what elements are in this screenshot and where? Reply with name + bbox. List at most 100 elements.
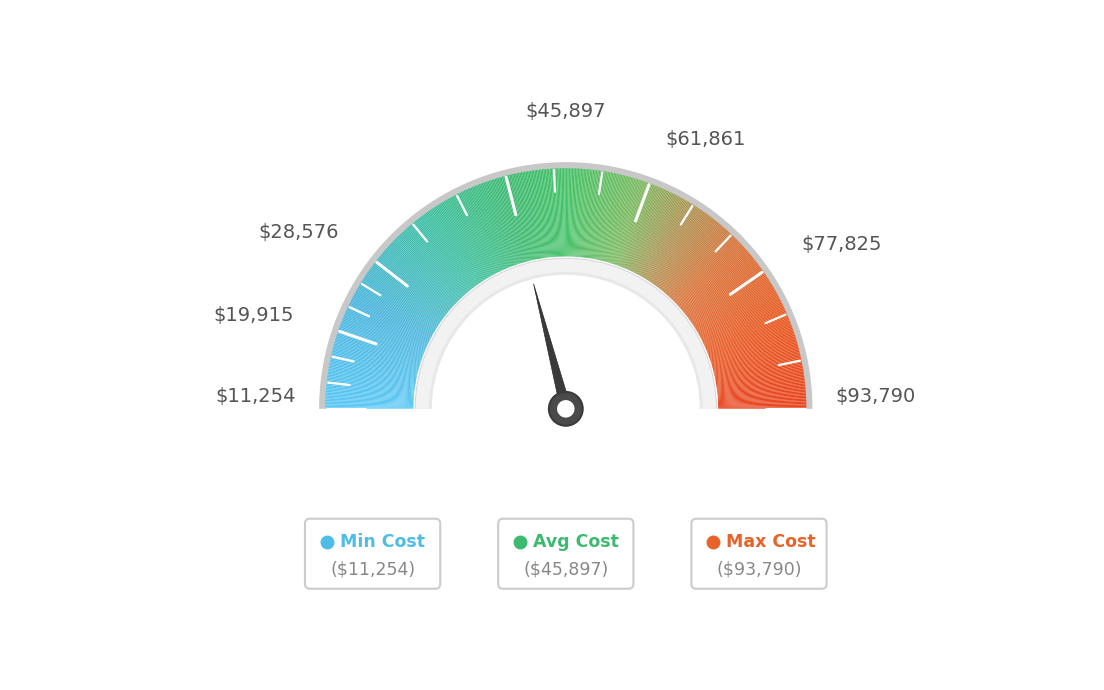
Wedge shape — [692, 281, 772, 331]
Wedge shape — [384, 249, 454, 310]
Wedge shape — [329, 361, 420, 380]
Wedge shape — [328, 364, 418, 382]
Wedge shape — [416, 218, 474, 291]
Wedge shape — [560, 168, 563, 259]
Wedge shape — [576, 168, 584, 259]
Wedge shape — [713, 364, 804, 382]
Wedge shape — [584, 169, 597, 260]
Wedge shape — [620, 184, 655, 270]
Wedge shape — [696, 288, 776, 335]
Wedge shape — [365, 273, 442, 326]
Wedge shape — [349, 302, 432, 344]
Wedge shape — [511, 173, 533, 263]
Wedge shape — [676, 245, 744, 308]
Wedge shape — [697, 290, 777, 336]
Wedge shape — [620, 184, 656, 270]
Wedge shape — [648, 208, 700, 284]
Wedge shape — [712, 357, 803, 378]
Wedge shape — [709, 339, 797, 366]
Wedge shape — [715, 392, 807, 400]
Wedge shape — [396, 236, 461, 302]
Wedge shape — [664, 226, 724, 296]
Wedge shape — [613, 179, 644, 267]
Wedge shape — [364, 275, 442, 326]
Wedge shape — [714, 380, 806, 392]
Wedge shape — [715, 406, 807, 408]
Wedge shape — [492, 178, 521, 266]
Wedge shape — [502, 175, 528, 264]
Wedge shape — [555, 168, 560, 259]
Wedge shape — [688, 269, 764, 323]
Wedge shape — [715, 403, 807, 406]
Wedge shape — [470, 186, 507, 271]
Polygon shape — [533, 284, 571, 410]
Wedge shape — [577, 168, 585, 259]
Wedge shape — [574, 168, 581, 259]
Wedge shape — [333, 343, 422, 369]
Wedge shape — [714, 379, 806, 391]
Wedge shape — [701, 306, 785, 346]
Wedge shape — [604, 175, 629, 264]
Wedge shape — [449, 197, 495, 277]
Wedge shape — [432, 208, 484, 284]
Wedge shape — [666, 230, 729, 298]
Wedge shape — [346, 307, 429, 347]
Wedge shape — [582, 168, 593, 260]
Wedge shape — [591, 170, 606, 262]
Wedge shape — [630, 191, 671, 274]
Wedge shape — [371, 266, 445, 321]
Wedge shape — [586, 170, 601, 261]
Wedge shape — [501, 176, 527, 264]
Wedge shape — [703, 311, 787, 349]
Wedge shape — [463, 190, 503, 273]
Wedge shape — [714, 374, 805, 388]
Wedge shape — [658, 218, 715, 291]
Wedge shape — [513, 172, 534, 263]
Wedge shape — [626, 188, 665, 272]
Wedge shape — [667, 230, 730, 299]
Wedge shape — [433, 206, 484, 284]
Wedge shape — [666, 228, 728, 298]
Wedge shape — [615, 181, 646, 268]
Wedge shape — [712, 361, 803, 380]
Wedge shape — [649, 208, 701, 285]
Wedge shape — [694, 284, 774, 333]
Wedge shape — [436, 204, 487, 282]
Wedge shape — [440, 201, 489, 281]
Wedge shape — [358, 284, 437, 333]
Wedge shape — [325, 394, 416, 400]
Wedge shape — [714, 375, 805, 389]
Wedge shape — [633, 193, 675, 275]
Wedge shape — [675, 242, 742, 306]
Text: Max Cost: Max Cost — [726, 533, 816, 551]
Wedge shape — [350, 299, 433, 342]
Wedge shape — [369, 268, 444, 322]
Wedge shape — [402, 230, 465, 299]
Wedge shape — [561, 168, 564, 259]
Text: ($45,897): ($45,897) — [523, 560, 608, 578]
Wedge shape — [696, 287, 775, 334]
Wedge shape — [507, 174, 530, 264]
Wedge shape — [625, 186, 661, 271]
Wedge shape — [405, 228, 467, 297]
Wedge shape — [331, 351, 421, 373]
Wedge shape — [708, 331, 795, 362]
Wedge shape — [715, 407, 807, 408]
Wedge shape — [349, 301, 432, 342]
Wedge shape — [673, 240, 740, 305]
Wedge shape — [699, 298, 781, 341]
Wedge shape — [331, 352, 421, 375]
Wedge shape — [646, 205, 697, 283]
Wedge shape — [639, 199, 686, 279]
Wedge shape — [598, 173, 620, 263]
Wedge shape — [325, 404, 416, 407]
Wedge shape — [693, 284, 773, 332]
Wedge shape — [327, 375, 417, 389]
Wedge shape — [683, 259, 756, 317]
Wedge shape — [707, 326, 793, 358]
Wedge shape — [505, 175, 529, 264]
Wedge shape — [715, 389, 807, 397]
Wedge shape — [490, 179, 520, 267]
Wedge shape — [678, 248, 747, 310]
Wedge shape — [424, 213, 478, 288]
